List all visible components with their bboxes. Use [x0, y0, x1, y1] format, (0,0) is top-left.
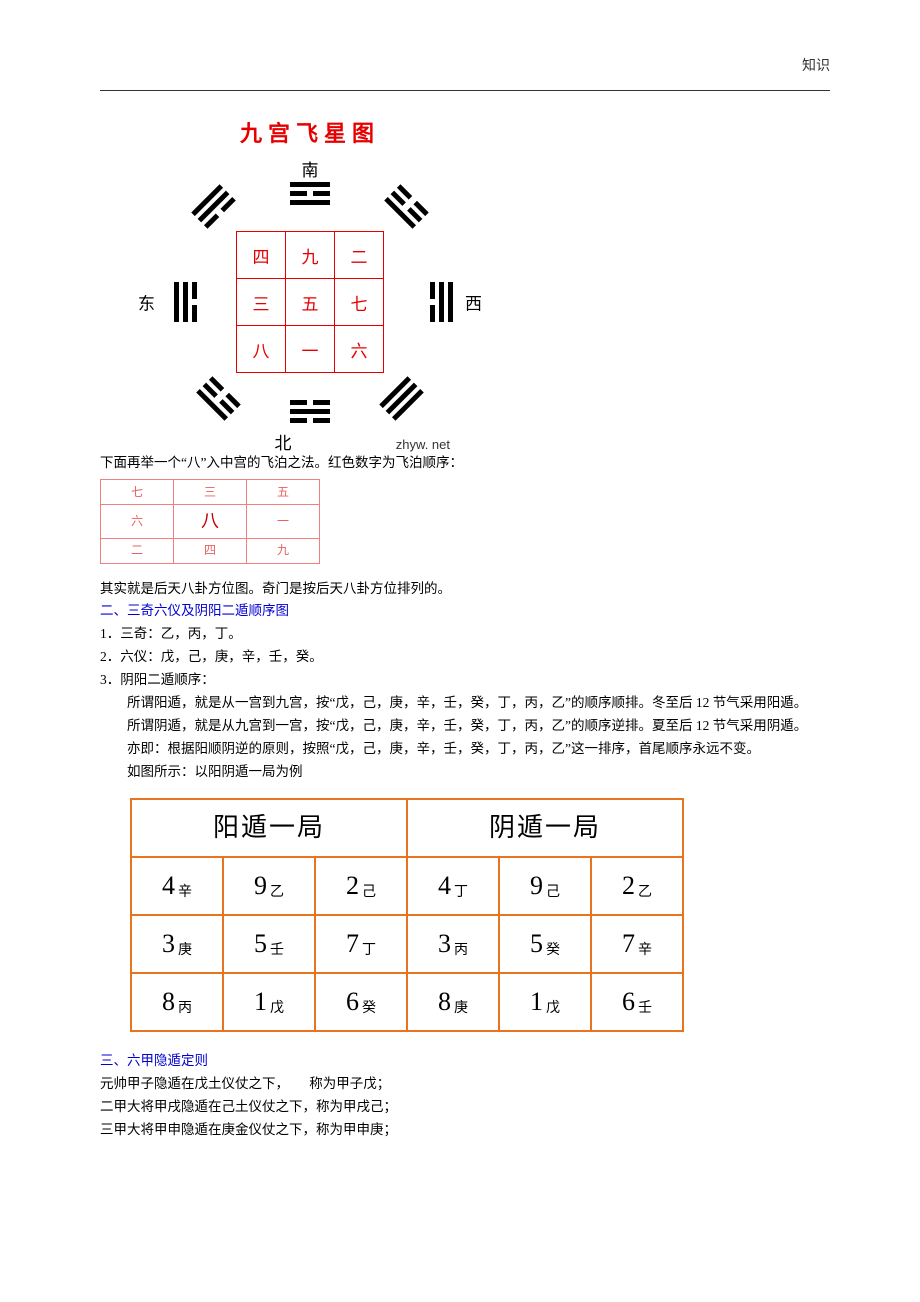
paragraph: 所谓阴遁，就是从九宫到一宫，按“戊，己，庚，辛，壬，癸，丁，丙，乙”的顺序逆排。… [100, 715, 830, 738]
paragraph: 元帅甲子隐遁在戊土仪仗之下， 称为甲子戊； [100, 1073, 830, 1096]
bagua-wrap: 南 北 东 西 zhyw. net 四 九 二 三 五 [160, 152, 460, 452]
direction-south: 南 [302, 156, 319, 181]
table-cell: 9乙 [223, 857, 315, 915]
direction-north: 北 [275, 429, 292, 454]
section-heading: 二、三奇六仪及阴阳二遁顺序图 [100, 600, 830, 623]
table-cell: 2乙 [591, 857, 683, 915]
trigram-icon [290, 400, 330, 430]
table-cell: 7丁 [315, 915, 407, 973]
paragraph: 下面再举一个“八”入中宫的飞泊之法。红色数字为飞泊顺序： [100, 452, 830, 475]
table-cell: 七 [101, 479, 174, 504]
table-header-yin: 阴遁一局 [407, 799, 683, 857]
grid-cell: 七 [335, 279, 384, 326]
table-cell: 2己 [315, 857, 407, 915]
section-heading: 三、六甲隐遁定则 [100, 1050, 830, 1073]
trigram-icon [379, 184, 428, 233]
table-cell: 5壬 [223, 915, 315, 973]
grid-cell: 九 [286, 232, 335, 279]
table-cell: 三 [174, 479, 247, 504]
grid-cell: 八 [237, 326, 286, 373]
table-cell: 3庚 [131, 915, 223, 973]
trigram-icon [167, 282, 197, 322]
grid-cell: 二 [335, 232, 384, 279]
table-cell: 6壬 [591, 973, 683, 1031]
paragraph: 二甲大将甲戌隐遁在己土仪仗之下，称为甲戌己； [100, 1096, 830, 1119]
table-cell: 1戊 [499, 973, 591, 1031]
list-item: 2．六仪：戊，己，庚，辛，壬，癸。 [100, 646, 830, 669]
dun-layout-table: 阳遁一局 阴遁一局 4辛 9乙 2己 4丁 9己 2乙 3庚 5壬 7丁 3丙 … [130, 798, 684, 1032]
direction-west: 西 [465, 290, 482, 315]
table-cell: 4丁 [407, 857, 499, 915]
list-item: 1．三奇：乙，丙，丁。 [100, 623, 830, 646]
nine-palace-grid: 四 九 二 三 五 七 八 一 六 [236, 231, 384, 373]
grid-cell: 一 [286, 326, 335, 373]
table-header-yang: 阳遁一局 [131, 799, 407, 857]
table-cell: 二 [101, 538, 174, 563]
paragraph: 如图所示：以阳阴遁一局为例 [100, 761, 830, 784]
table-cell: 一 [247, 504, 320, 538]
direction-east: 东 [138, 290, 155, 315]
trigram-icon [290, 182, 330, 212]
paragraph: 其实就是后天八卦方位图。奇门是按后天八卦方位排列的。 [100, 578, 830, 601]
trigram-icon [423, 282, 453, 322]
table-cell: 6癸 [315, 973, 407, 1031]
table-cell: 九 [247, 538, 320, 563]
flying-order-table: 七 三 五 六 八 一 二 四 九 [100, 479, 320, 564]
trigram-icon [379, 376, 428, 425]
trigram-icon [191, 184, 240, 233]
paragraph: 所谓阳遁，就是从一宫到九宫，按“戊，己，庚，辛，壬，癸，丁，丙，乙”的顺序顺排。… [100, 692, 830, 715]
header-label: 知识 [802, 55, 830, 75]
paragraph: 三甲大将甲申隐遁在庚金仪仗之下，称为甲申庚； [100, 1119, 830, 1142]
grid-cell: 六 [335, 326, 384, 373]
site-label: zhyw. net [396, 437, 450, 452]
paragraph: 亦即：根据阳顺阴逆的原则，按照“戊，己，庚，辛，壬，癸，丁，丙，乙”这一排序，首… [100, 738, 830, 761]
header-rule [100, 90, 830, 91]
table-cell: 4辛 [131, 857, 223, 915]
table-cell: 3丙 [407, 915, 499, 973]
table-cell: 五 [247, 479, 320, 504]
list-item: 3．阴阳二遁顺序： [100, 669, 830, 692]
table-cell: 7辛 [591, 915, 683, 973]
table-cell-center: 八 [174, 504, 247, 538]
table-cell: 9己 [499, 857, 591, 915]
table-cell: 8庚 [407, 973, 499, 1031]
grid-cell: 五 [286, 279, 335, 326]
diagram-title: 九宫飞星图 [160, 116, 460, 148]
grid-cell: 四 [237, 232, 286, 279]
grid-cell: 三 [237, 279, 286, 326]
table-cell: 四 [174, 538, 247, 563]
table-cell: 六 [101, 504, 174, 538]
bagua-diagram: 九宫飞星图 南 北 东 西 zhyw. net 四 九 二 三 [160, 116, 460, 452]
table-cell: 5癸 [499, 915, 591, 973]
table-cell: 1戊 [223, 973, 315, 1031]
trigram-icon [191, 376, 240, 425]
table-cell: 8丙 [131, 973, 223, 1031]
